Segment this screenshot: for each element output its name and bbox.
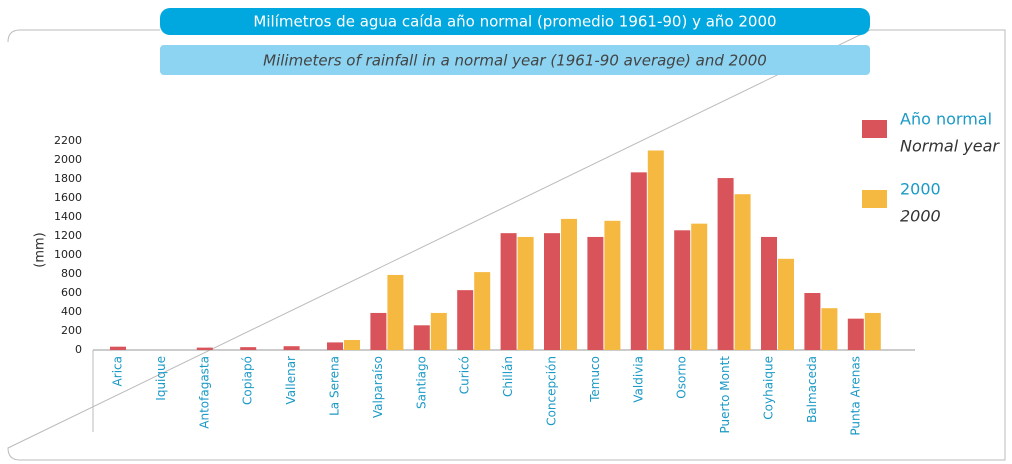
frame [7,29,1006,461]
x-tick-label: Curicó [458,356,472,394]
x-tick-label: Copiapó [241,356,255,405]
chart-subtitle: Milimeters of rainfall in a normal year … [263,52,767,70]
bar [604,220,621,350]
bar [327,342,343,350]
bar [804,293,821,350]
x-tick-label: Arica [111,356,125,386]
bar [587,236,604,350]
y-tick-label: 1600 [54,191,82,204]
bar [821,308,838,350]
bar [561,218,577,350]
bar [778,258,794,350]
bar [761,236,777,350]
y-tick-label: 1400 [54,210,82,223]
bar [691,223,708,350]
y-axis-label: (mm) [33,232,48,267]
legend-label-en: 2000 [900,207,941,226]
bar [500,233,517,350]
bar [110,346,126,350]
bar [717,178,734,350]
x-tick-label: Balmaceda [805,356,819,423]
y-tick-label: 1800 [54,172,82,185]
x-tick-label: Puerto Montt [718,356,732,434]
bar [864,312,881,350]
subtitle-bar [160,45,870,75]
x-tick-label: Antofagasta [197,356,211,429]
legend-label: Año normal [900,110,992,129]
bar [630,172,647,350]
bar [544,233,560,350]
y-tick-label: 1000 [54,248,82,261]
x-tick-label: Iquique [154,356,168,401]
x-tick-label: Santiago [414,356,428,409]
bar [517,236,534,350]
bar [430,312,447,350]
y-tick-label: 400 [61,305,82,318]
x-tick-label: Punta Arenas [848,356,862,436]
bar [457,290,474,350]
bar [344,340,360,350]
legend-swatch [862,190,887,208]
x-tick-label: Osorno [675,356,689,399]
bar [196,347,213,350]
y-tick-label: 0 [75,343,82,356]
x-tick-label: Valdivia [631,356,645,403]
chart-title: Milímetros de agua caída año normal (pro… [253,13,776,31]
title-bar [160,8,870,35]
bar [413,325,430,350]
bar [370,312,387,350]
y-tick-label: 200 [61,324,82,337]
bar [647,150,664,350]
x-tick-label: Vallenar [284,356,298,405]
y-tick-label: 800 [61,267,82,280]
bar [734,194,751,350]
x-tick-label: Coyhaique [762,356,776,420]
y-tick-label: 2200 [54,134,82,147]
bar [283,346,300,350]
x-tick-label: Temuco [588,356,602,403]
legend-swatch [862,120,887,138]
x-tick-label: Valparaíso [371,356,385,418]
y-tick-label: 600 [61,286,82,299]
bar [674,230,691,350]
legend-label-en: Normal year [900,137,1000,156]
x-tick-label: Concepción [545,356,559,426]
bar [240,347,257,350]
bar [387,274,404,350]
y-tick-label: 2000 [54,153,82,166]
legend-label: 2000 [900,180,941,199]
x-tick-label: La Serena [328,356,342,416]
x-tick-label: Chillán [501,356,515,397]
bar [847,318,864,350]
y-tick-label: 1200 [54,229,82,242]
bar [474,272,491,350]
